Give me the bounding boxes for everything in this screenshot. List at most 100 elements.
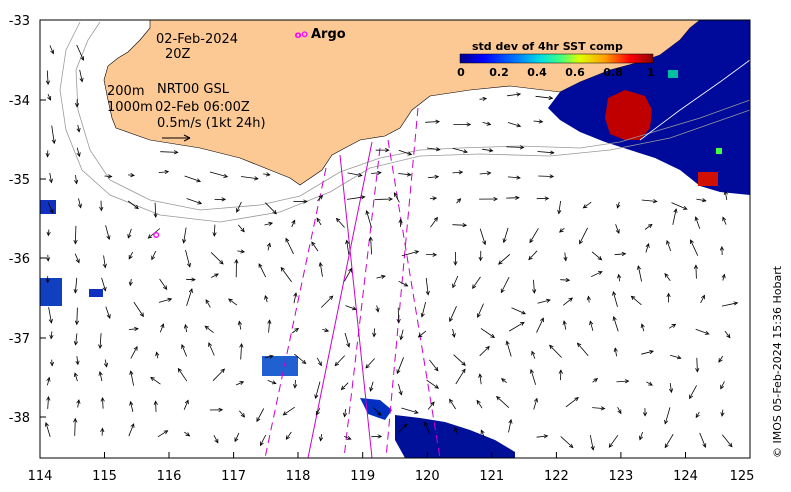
current-arrow	[398, 149, 413, 156]
current-arrow	[589, 320, 594, 331]
sst-patch-west-3	[89, 289, 103, 297]
current-arrow	[285, 431, 292, 440]
current-arrow	[100, 427, 105, 436]
current-arrow	[616, 201, 621, 209]
current-arrow	[75, 356, 80, 366]
current-arrow	[582, 201, 592, 209]
current-arrow	[417, 330, 427, 338]
current-arrow	[666, 292, 671, 303]
scale-arrow	[162, 134, 191, 142]
current-arrow	[45, 276, 50, 284]
current-arrow	[613, 347, 618, 357]
model-time-label: 02-Feb 06:00Z	[155, 100, 250, 115]
current-arrow	[291, 327, 300, 334]
current-arrow	[452, 223, 468, 228]
current-arrow	[723, 190, 728, 201]
current-arrow	[689, 385, 697, 400]
current-arrow	[186, 277, 196, 282]
colorbar-gradient	[459, 53, 654, 64]
current-arrow	[511, 307, 527, 315]
y-tick-label: -36	[9, 252, 30, 267]
current-arrow	[102, 255, 107, 269]
current-arrow	[183, 323, 189, 333]
current-arrow	[529, 368, 536, 385]
current-arrow	[693, 264, 699, 279]
x-tick-label: 120	[415, 469, 440, 484]
current-arrow	[476, 399, 483, 409]
current-arrow	[699, 432, 707, 449]
current-arrow	[76, 399, 81, 408]
current-arrow	[696, 198, 707, 203]
current-arrow	[211, 273, 219, 278]
current-arrow	[479, 228, 487, 246]
current-arrow	[560, 436, 574, 449]
current-arrow	[612, 291, 618, 308]
current-arrow	[617, 273, 622, 282]
current-arrow	[455, 368, 466, 385]
current-arrow	[185, 249, 191, 268]
current-arrow	[260, 434, 267, 447]
current-arrow	[150, 376, 161, 385]
current-arrow	[500, 378, 507, 384]
current-arrow	[371, 170, 382, 175]
current-arrow	[159, 323, 165, 333]
current-arrow	[293, 379, 298, 389]
current-arrow	[77, 198, 82, 209]
current-arrow	[212, 224, 217, 237]
current-arrow	[720, 409, 725, 417]
contour-200m	[75, 21, 750, 211]
current-arrow	[479, 96, 488, 102]
current-arrow	[73, 277, 78, 294]
current-arrow	[478, 373, 483, 385]
current-arrow	[293, 292, 298, 304]
current-arrow	[642, 408, 648, 417]
current-arrow	[507, 92, 522, 97]
scale-label: 0.5m/s (1kt 24h)	[157, 116, 266, 131]
current-arrow	[453, 122, 472, 127]
current-arrow	[695, 411, 700, 419]
current-arrow	[375, 148, 390, 153]
current-arrow	[342, 409, 348, 418]
current-arrow	[347, 195, 366, 200]
current-arrow	[666, 239, 672, 252]
current-arrow	[456, 198, 462, 204]
sst-patch-hot-2	[698, 172, 718, 186]
current-arrow	[365, 210, 372, 228]
current-arrow	[401, 250, 420, 257]
date-label: 02-Feb-2024	[156, 32, 238, 47]
current-arrow	[282, 406, 295, 416]
current-arrow	[672, 208, 678, 225]
current-arrow	[636, 265, 642, 282]
current-arrow	[560, 277, 571, 283]
current-arrow	[430, 216, 438, 228]
current-arrow	[294, 353, 307, 365]
colorbar-tick: 1	[647, 66, 655, 79]
current-arrow	[99, 200, 104, 212]
current-arrow	[724, 330, 731, 339]
current-arrow	[630, 295, 642, 306]
current-arrow	[506, 195, 520, 200]
plot-frame	[39, 19, 751, 459]
current-arrow	[266, 242, 271, 251]
current-arrow	[500, 276, 510, 294]
contour-east	[639, 59, 750, 141]
current-arrow	[236, 201, 242, 213]
current-arrow	[449, 398, 456, 410]
x-tick-label: 123	[608, 469, 633, 484]
current-arrow	[280, 266, 292, 283]
current-arrow	[401, 407, 419, 414]
current-arrow	[664, 407, 671, 425]
current-arrow	[186, 288, 193, 306]
current-arrow	[372, 328, 377, 338]
x-tick-label: 116	[157, 469, 182, 484]
sst-patch-south	[395, 415, 515, 458]
current-arrow	[321, 295, 334, 308]
current-arrow	[479, 196, 498, 202]
current-arrow	[237, 249, 246, 254]
current-arrow	[128, 326, 139, 332]
current-arrow	[74, 253, 80, 264]
current-arrow	[506, 145, 525, 150]
current-arrow	[452, 275, 459, 289]
y-tick-label: -38	[9, 411, 30, 426]
current-arrow	[344, 332, 351, 348]
